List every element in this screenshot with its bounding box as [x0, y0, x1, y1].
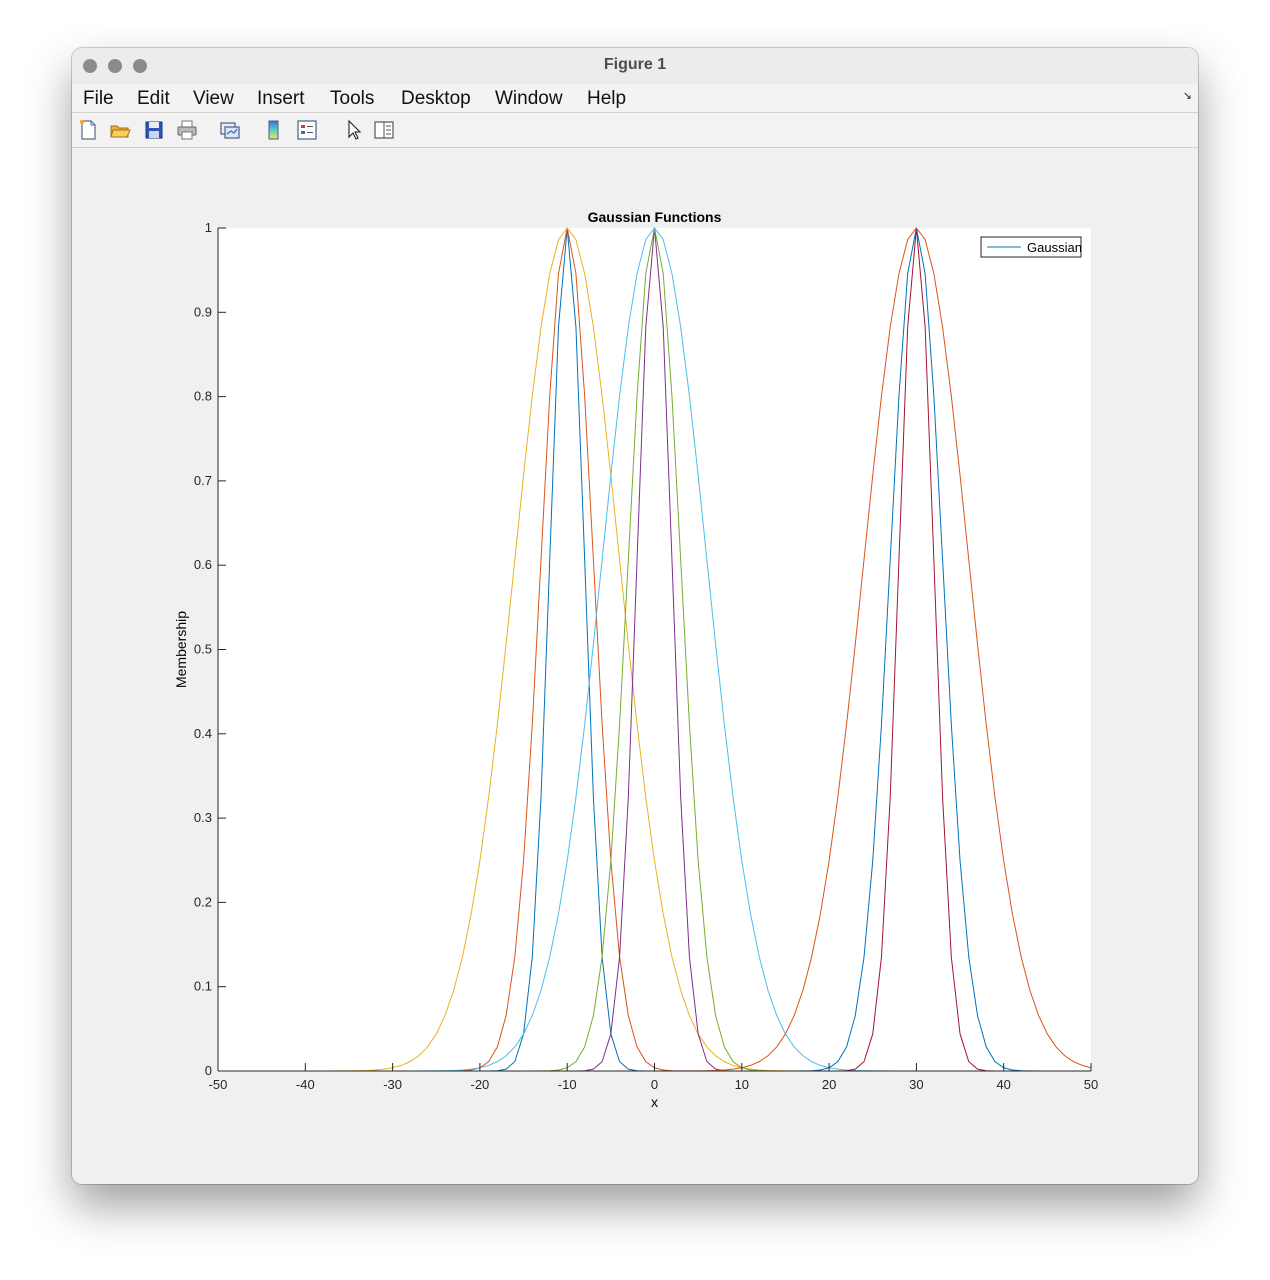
x-tick-label: -10 — [558, 1077, 577, 1092]
y-tick-label: 0.1 — [194, 979, 212, 994]
y-tick-label: 0.5 — [194, 642, 212, 657]
property-inspector-icon[interactable] — [373, 119, 395, 141]
menu-tools[interactable]: Tools — [330, 88, 375, 109]
menu-desktop[interactable]: Desktop — [401, 88, 471, 109]
menu-view[interactable]: View — [193, 88, 234, 109]
title-bar: Figure 1 — [72, 48, 1198, 85]
x-tick-label: 50 — [1084, 1077, 1098, 1092]
x-tick-label: -30 — [383, 1077, 402, 1092]
x-axis-label: x — [651, 1094, 658, 1110]
link-plot-icon[interactable] — [219, 119, 241, 141]
menu-file[interactable]: File — [83, 88, 114, 109]
minimize-window-button[interactable] — [108, 59, 122, 73]
y-tick-label: 0.4 — [194, 726, 212, 741]
y-tick-label: 0.3 — [194, 810, 212, 825]
open-file-icon[interactable] — [109, 119, 131, 141]
print-icon[interactable] — [176, 119, 198, 141]
y-tick-label: 0 — [205, 1063, 212, 1078]
window-title: Figure 1 — [603, 56, 667, 73]
chart-title: Gaussian Functions — [588, 209, 722, 225]
y-tick-label: 0.2 — [194, 894, 212, 909]
gaussian-plot[interactable]: -50 -40 -30 -20 -10 0 10 20 30 40 50 0 0.1 0.2 0.3 0.4… — [72, 148, 1198, 1184]
legend[interactable]: Gaussian — [980, 236, 1082, 258]
close-window-button[interactable] — [83, 59, 97, 73]
menu-help[interactable]: Help — [587, 88, 627, 109]
y-tick-label: 0.8 — [194, 389, 212, 404]
x-tick-label: 10 — [735, 1077, 749, 1092]
menu-window[interactable]: Window — [495, 88, 563, 109]
x-tick-label: -50 — [209, 1077, 228, 1092]
y-tick-label: 0.9 — [194, 304, 212, 319]
save-icon[interactable] — [143, 119, 165, 141]
menu-bar: File Edit View Insert Tools Desktop Wind… — [72, 84, 1198, 113]
x-tick-label: 40 — [996, 1077, 1010, 1092]
new-figure-icon[interactable] — [77, 119, 99, 141]
x-tick-label: 20 — [822, 1077, 836, 1092]
menu-insert[interactable]: Insert — [257, 88, 305, 109]
dock-arrow-icon[interactable]: ↘ — [1182, 90, 1192, 102]
legend-box — [980, 236, 1082, 258]
edit-plot-cursor-icon[interactable] — [343, 119, 365, 141]
x-tick-label: 30 — [909, 1077, 923, 1092]
insert-colorbar-icon[interactable] — [263, 119, 285, 141]
axes-background[interactable] — [218, 228, 1091, 1071]
x-tick-label: -20 — [471, 1077, 490, 1092]
x-tick-label: 0 — [651, 1077, 658, 1092]
zoom-window-button[interactable] — [133, 59, 147, 73]
figure-toolbar — [72, 113, 1198, 148]
y-axis-label: Membership — [173, 611, 189, 688]
legend-entry-label: Gaussian — [1027, 240, 1082, 255]
y-tick-label: 1 — [205, 220, 212, 235]
figure-window: Figure 1 File Edit View Insert Tools Des… — [72, 48, 1198, 1184]
y-tick-label: 0.7 — [194, 473, 212, 488]
x-tick-label: -40 — [296, 1077, 315, 1092]
y-axis-ticks: 0 0.1 0.2 0.3 0.4 0.5 0.6 0.7 0.8 0.9 1 — [194, 220, 226, 1078]
figure-canvas: -50 -40 -30 -20 -10 0 10 20 30 40 50 0 0.1 0.2 0.3 0.4… — [72, 148, 1198, 1184]
insert-legend-icon[interactable] — [296, 119, 318, 141]
x-axis-ticks: -50 -40 -30 -20 -10 0 10 20 30 40 50 — [209, 1063, 1098, 1092]
y-tick-label: 0.6 — [194, 557, 212, 572]
menu-edit[interactable]: Edit — [137, 88, 170, 109]
